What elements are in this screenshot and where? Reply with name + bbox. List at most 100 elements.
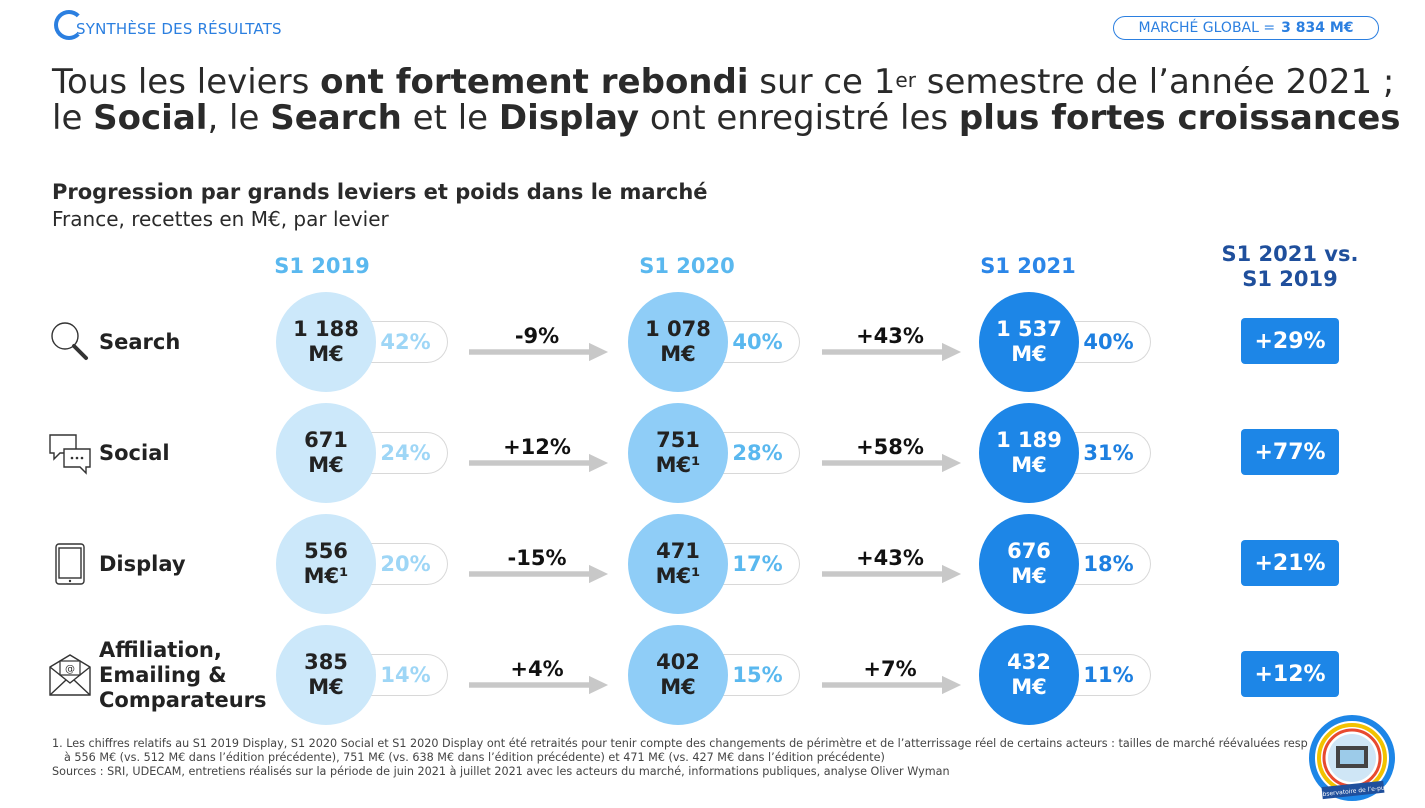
share-2019: 42% — [356, 321, 448, 363]
lever-label: Display — [99, 552, 186, 577]
growth-2019-2020-arrow — [469, 675, 609, 695]
growth-2019-2021-badge: +21% — [1241, 540, 1339, 586]
lever-label: Search — [99, 330, 180, 355]
growth-2019-2020: -15% — [507, 546, 567, 570]
column-header-growth-line: S1 2019 — [1242, 267, 1338, 291]
value-circle-2020: 471 M€¹ — [628, 514, 728, 614]
value-unit: M€¹ — [655, 453, 701, 477]
column-header-2021: S1 2021 — [980, 254, 1076, 278]
envelope-icon-svg: @ — [49, 654, 91, 696]
lever-label-line: Comparateurs — [99, 687, 267, 712]
value-amount: 1 189 — [996, 428, 1062, 452]
value-amount: 556 — [304, 539, 348, 563]
growth-2020-2021-arrow — [822, 675, 962, 695]
title-text: , le — [207, 98, 271, 138]
growth-2019-2020-arrow — [469, 564, 609, 584]
value-circle-2021: 432 M€ — [979, 625, 1079, 725]
share-2019: 20% — [356, 543, 448, 585]
magnifier-icon-svg — [51, 322, 88, 360]
title-sup: er — [895, 68, 916, 92]
title-text: et le — [401, 98, 499, 138]
column-header-growth: S1 2021 vs. S1 2019 — [1190, 242, 1390, 292]
value-circle-2019: 556 M€¹ — [276, 514, 376, 614]
growth-2019-2021-badge: +29% — [1241, 318, 1339, 364]
title-line-2: le Social, le Search et le Display ont e… — [52, 100, 1401, 136]
lever-label-line: Emailing & — [99, 662, 227, 687]
envelope-icon: @ — [46, 651, 94, 699]
title-line-1: Tous les leviers ont fortement rebondi s… — [52, 64, 1401, 100]
value-amount: 676 — [1007, 539, 1051, 563]
title-text: semestre de l’année 2021 ; — [915, 62, 1395, 102]
tablet-icon-svg — [55, 543, 85, 585]
value-circle-2020: 751 M€¹ — [628, 403, 728, 503]
value-unit: M€ — [1011, 675, 1047, 699]
chat-bubbles-icon-svg — [49, 434, 91, 475]
value-amount: 1 537 — [996, 317, 1062, 341]
growth-2019-2021-badge: +12% — [1241, 651, 1339, 697]
footnote-1: 1. Les chiffres relatifs au S1 2019 Disp… — [52, 737, 1308, 750]
share-2019: 24% — [356, 432, 448, 474]
value-amount: 1 078 — [645, 317, 711, 341]
value-circle-2019: 1 188 M€ — [276, 292, 376, 392]
column-header-2020: S1 2020 — [639, 254, 735, 278]
magnifier-icon — [46, 318, 94, 366]
lever-label-line: Display — [99, 551, 186, 576]
value-amount: 471 — [656, 539, 700, 563]
lever-label-line: Affiliation, — [99, 637, 222, 662]
growth-2020-2021-arrow — [822, 453, 962, 473]
chart-units: France, recettes en M€, par levier — [52, 207, 389, 231]
chart-subtitle: Progression par grands leviers et poids … — [52, 180, 708, 204]
share-2021: 31% — [1059, 432, 1151, 474]
lever-label: Affiliation, Emailing & Comparateurs — [99, 638, 267, 713]
value-unit: M€¹ — [303, 564, 349, 588]
value-amount: 1 188 — [293, 317, 359, 341]
section-label: SYNTHÈSE DES RÉSULTATS — [76, 20, 282, 38]
footnote-1-cont: à 556 M€ (vs. 512 M€ dans l’édition préc… — [64, 751, 885, 764]
market-value: 3 834 M€ — [1281, 20, 1354, 36]
value-amount: 671 — [304, 428, 348, 452]
title-bold: Search — [270, 98, 402, 138]
growth-2020-2021-arrow — [822, 564, 962, 584]
growth-2019-2020: -9% — [514, 324, 560, 348]
share-2020: 28% — [708, 432, 800, 474]
page-title: Tous les leviers ont fortement rebondi s… — [52, 64, 1401, 136]
value-unit: M€ — [660, 342, 696, 366]
value-unit: M€ — [1011, 453, 1047, 477]
svg-text:@: @ — [65, 664, 75, 675]
tablet-icon — [46, 540, 94, 588]
growth-2020-2021: +7% — [863, 657, 917, 681]
value-unit: M€ — [308, 675, 344, 699]
value-unit: M€ — [1011, 342, 1047, 366]
title-bold: Display — [498, 98, 640, 138]
value-amount: 432 — [1007, 650, 1051, 674]
column-header-2019: S1 2019 — [274, 254, 370, 278]
growth-2020-2021: +43% — [856, 546, 924, 570]
value-amount: 751 — [656, 428, 700, 452]
value-unit: M€ — [308, 342, 344, 366]
footnote-sources: Sources : SRI, UDECAM, entretiens réalis… — [52, 765, 950, 778]
share-2019: 14% — [356, 654, 448, 696]
chat-bubbles-icon — [46, 429, 94, 477]
value-circle-2021: 676 M€ — [979, 514, 1079, 614]
value-amount: 385 — [304, 650, 348, 674]
title-text: Tous les leviers — [52, 62, 321, 102]
value-circle-2021: 1 189 M€ — [979, 403, 1079, 503]
share-2021: 40% — [1059, 321, 1151, 363]
section-logo-arc-icon — [54, 10, 84, 40]
lever-label-line: Search — [99, 329, 181, 354]
growth-2019-2021-badge: +77% — [1241, 429, 1339, 475]
growth-2019-2020-arrow — [469, 342, 609, 362]
value-circle-2020: 402 M€ — [628, 625, 728, 725]
market-label: MARCHÉ GLOBAL = — [1138, 20, 1276, 36]
share-2020: 17% — [708, 543, 800, 585]
share-2020: 15% — [708, 654, 800, 696]
share-2020: 40% — [708, 321, 800, 363]
lever-label-line: Social — [99, 440, 170, 465]
market-global-pill: MARCHÉ GLOBAL = 3 834 M€ — [1113, 16, 1379, 40]
growth-2019-2020: +4% — [510, 657, 564, 681]
title-bold: Social — [93, 98, 208, 138]
lever-label: Social — [99, 441, 170, 466]
observatoire-logo: Observatoire de l’e-pub — [1309, 715, 1395, 801]
title-bold: plus fortes croissances — [958, 98, 1401, 138]
growth-2020-2021-arrow — [822, 342, 962, 362]
